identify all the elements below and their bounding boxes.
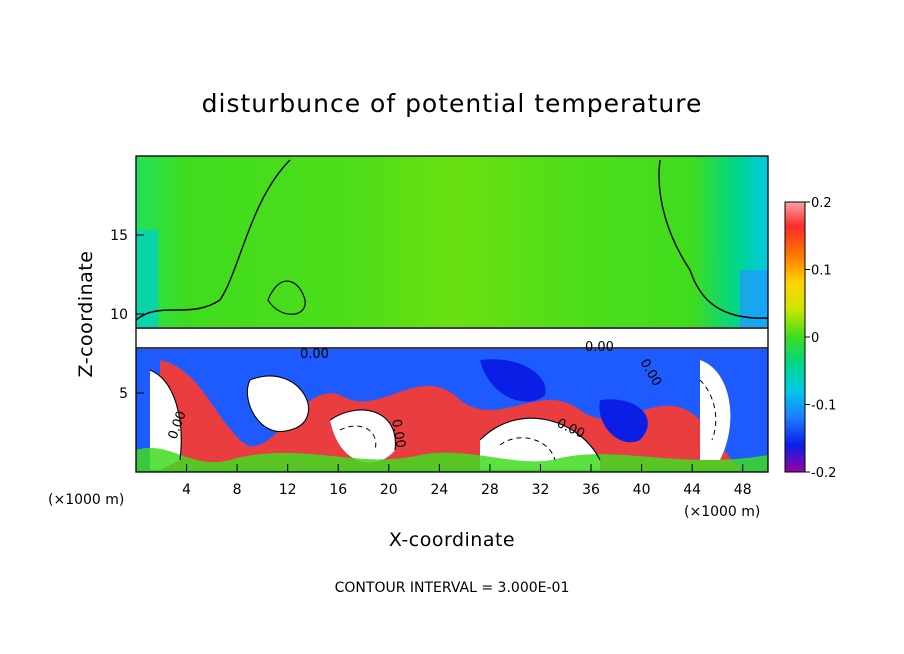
contour-label: 0.00 xyxy=(300,347,329,362)
x-tick-label: 20 xyxy=(380,482,398,498)
lower-turbulence-green xyxy=(136,447,768,472)
contour-upper-right xyxy=(658,159,768,319)
colorbar-ticks: 0.2 0.1 0 -0.1 -0.2 xyxy=(805,196,836,481)
plot-area xyxy=(136,156,768,472)
x-tick-label: 16 xyxy=(329,482,347,498)
inversion-band xyxy=(136,327,768,349)
lower-turbulence-red xyxy=(160,360,740,470)
x-tick-label: 24 xyxy=(430,482,448,498)
chart-title: disturbunce of potential temperature xyxy=(202,89,703,118)
lower-turbulence-purple xyxy=(480,359,648,443)
x-tick-label: 12 xyxy=(279,482,297,498)
contour-blob xyxy=(267,280,306,315)
x-tick-label: 32 xyxy=(532,482,550,498)
x-tick-label: 4 xyxy=(182,482,191,498)
right-edge-blue xyxy=(740,270,768,328)
left-edge-cyan xyxy=(136,230,158,328)
colorbar-tick-label: 0.1 xyxy=(811,264,832,279)
upper-layer xyxy=(136,156,768,328)
x-tick-label: 48 xyxy=(734,482,752,498)
x-tick-label: 36 xyxy=(582,482,600,498)
x-axis: 4 8 12 16 20 24 28 32 36 40 44 48 xyxy=(182,464,752,498)
x-unit-right: (×1000 m) xyxy=(684,504,760,520)
x-tick-label: 40 xyxy=(633,482,651,498)
contour-label: 0.00 xyxy=(388,418,408,449)
colorbar-tick-label: 0 xyxy=(811,331,819,346)
colorbar-tick-label: -0.1 xyxy=(811,399,836,414)
contour-lower xyxy=(149,369,601,461)
contour-interval-note: CONTOUR INTERVAL = 3.000E-01 xyxy=(335,580,570,596)
lower-turbulence-white xyxy=(150,360,731,470)
contour-label: 0.00 xyxy=(585,340,614,355)
x-tick-label: 44 xyxy=(683,482,701,498)
y-tick-label: 10 xyxy=(110,307,128,323)
contour-upper-left xyxy=(136,159,291,321)
x-tick-label: 8 xyxy=(233,482,242,498)
x-axis-title: X-coordinate xyxy=(389,529,515,551)
y-axis: 5 10 15 xyxy=(110,228,144,402)
x-tick-label: 28 xyxy=(481,482,499,498)
colorbar-tick-label: -0.2 xyxy=(811,466,836,481)
contour-lower-dashed xyxy=(339,379,717,461)
y-tick-label: 5 xyxy=(119,386,128,402)
colorbar: 0.2 0.1 0 -0.1 -0.2 xyxy=(784,196,836,481)
x-unit-left: (×1000 m) xyxy=(48,492,124,508)
contour-inversion xyxy=(136,327,768,349)
colorbar-gradient xyxy=(784,201,806,473)
colorbar-tick-label: 0.2 xyxy=(811,196,832,211)
y-tick-label: 15 xyxy=(110,228,128,244)
y-axis-title: Z-coordinate xyxy=(75,251,97,378)
